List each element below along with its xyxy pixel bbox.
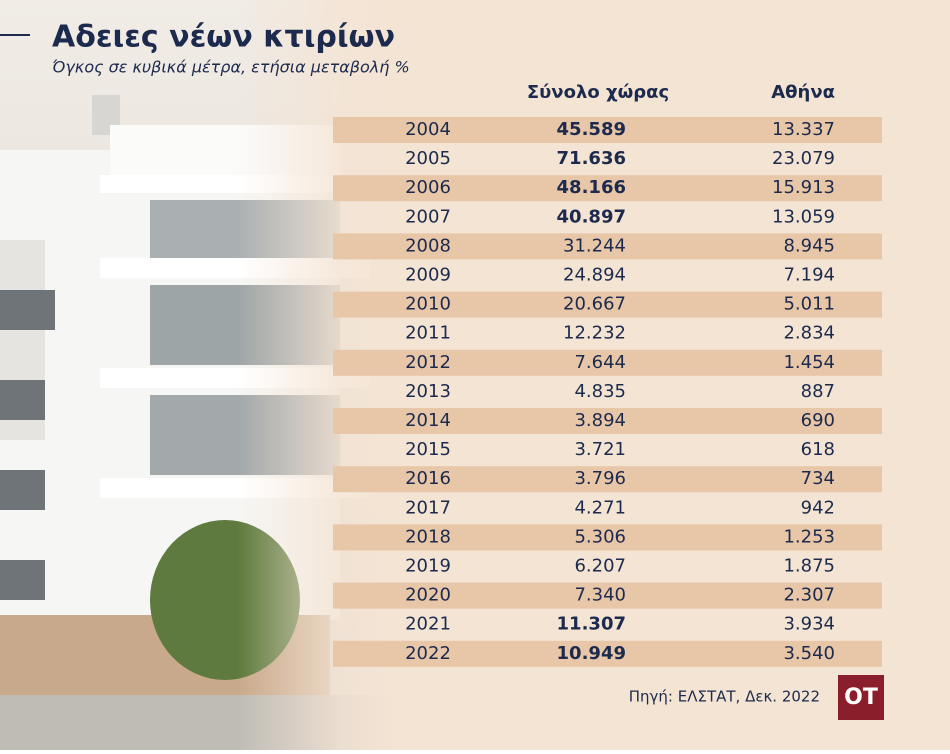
title: Αδειες νέων κτιρίων <box>52 20 395 55</box>
table-body: 2004 45.589 13.337 2005 71.636 23.079 2006 48.1… <box>333 117 882 667</box>
total-value: 11.307 <box>557 614 626 635</box>
athens-value: 887 <box>801 381 835 402</box>
total-value: 3.721 <box>574 439 626 460</box>
athens-value: 2.307 <box>783 585 835 606</box>
total-value: 7.644 <box>574 352 626 373</box>
logo: OT <box>844 685 878 710</box>
total-value: 40.897 <box>557 206 626 227</box>
total-value: 24.894 <box>563 265 626 286</box>
athens-value: 8.945 <box>783 235 835 256</box>
column-header: Σύνολο χώρας <box>527 82 669 103</box>
year: 2016 <box>405 468 451 489</box>
total-value: 3.796 <box>574 468 626 489</box>
year: 2007 <box>405 206 451 227</box>
total-value: 71.636 <box>557 148 626 169</box>
athens-value: 13.337 <box>772 119 835 140</box>
athens-value: 23.079 <box>772 148 835 169</box>
row-stripe <box>333 640 882 667</box>
athens-value: 942 <box>801 497 835 518</box>
year: 2009 <box>405 265 451 286</box>
year: 2017 <box>405 497 451 518</box>
row-stripe <box>333 466 882 493</box>
total-value: 3.894 <box>574 410 626 431</box>
total-value: 10.949 <box>557 643 626 664</box>
athens-value: 3.934 <box>783 614 835 635</box>
year: 2004 <box>405 119 451 140</box>
year: 2012 <box>405 352 451 373</box>
athens-value: 690 <box>801 410 835 431</box>
athens-value: 618 <box>801 439 835 460</box>
year: 2018 <box>405 526 451 547</box>
column-header: Αθήνα <box>771 82 835 103</box>
athens-value: 13.059 <box>772 206 835 227</box>
year: 2013 <box>405 381 451 402</box>
athens-value: 7.194 <box>783 265 835 286</box>
row-stripe <box>333 233 882 260</box>
year: 2019 <box>405 556 451 577</box>
year: 2014 <box>405 410 451 431</box>
athens-value: 2.834 <box>783 323 835 344</box>
logo-box <box>838 675 884 720</box>
row-stripe <box>333 175 882 202</box>
row-stripe <box>333 408 882 434</box>
year: 2005 <box>405 148 451 169</box>
total-value: 5.306 <box>574 526 626 547</box>
athens-value: 5.011 <box>783 294 835 315</box>
athens-value: 1.454 <box>783 352 835 373</box>
total-value: 45.589 <box>557 119 626 140</box>
year: 2022 <box>405 643 451 664</box>
year: 2011 <box>405 323 451 344</box>
total-value: 7.340 <box>574 585 626 606</box>
total-value: 6.207 <box>574 556 626 577</box>
row-stripe <box>333 582 882 609</box>
row-stripe <box>333 524 882 551</box>
year: 2008 <box>405 235 451 256</box>
row-stripe <box>333 117 882 143</box>
athens-value: 734 <box>801 468 835 489</box>
athens-value: 1.875 <box>783 556 835 577</box>
total-value: 20.667 <box>563 294 626 315</box>
year: 2021 <box>405 614 451 635</box>
athens-value: 3.540 <box>783 643 835 664</box>
total-value: 4.835 <box>574 381 626 402</box>
total-value: 31.244 <box>563 235 626 256</box>
year: 2010 <box>405 294 451 315</box>
athens-value: 1.253 <box>783 526 835 547</box>
year: 2015 <box>405 439 451 460</box>
total-value: 12.232 <box>563 323 626 344</box>
total-value: 4.271 <box>574 497 626 518</box>
subtitle: Όγκος σε κυβικά μέτρα, ετήσια μεταβολή % <box>52 58 410 77</box>
row-stripe <box>333 349 882 376</box>
source: Πηγή: ΕΛΣΤΑΤ, Δεκ. 2022 <box>629 688 820 706</box>
athens-value: 15.913 <box>772 177 835 198</box>
total-value: 48.166 <box>557 177 626 198</box>
row-stripe <box>333 291 882 318</box>
year: 2006 <box>405 177 451 198</box>
year: 2020 <box>405 585 451 606</box>
